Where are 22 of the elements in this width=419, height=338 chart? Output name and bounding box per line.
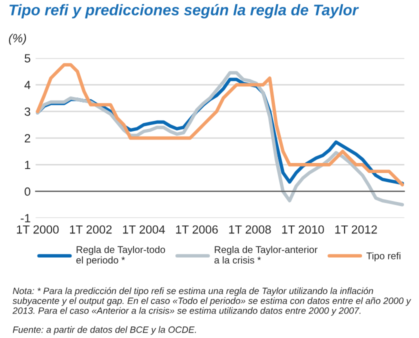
y-tick-label: -1 xyxy=(20,214,30,222)
x-tick-label: 1T 2010 xyxy=(282,225,324,234)
x-tick-label: 1T 2012 xyxy=(335,225,377,234)
source-note: Fuente: a partir de datos del BCE y la OCDE. xyxy=(12,326,196,335)
x-tick-label: 1T 2002 xyxy=(70,225,112,234)
y-tick-label: 2 xyxy=(24,134,30,142)
legend-label: Regla de Taylor-anterior a la crisis * xyxy=(214,246,318,264)
y-tick-label: 5 xyxy=(24,54,30,63)
x-tick-label: 1T 2004 xyxy=(123,225,165,234)
x-tick-label: 1T 2008 xyxy=(229,225,271,234)
y-tick-label: 0 xyxy=(24,187,30,196)
x-tick-label: 1T 2006 xyxy=(176,225,218,234)
line-series xyxy=(36,71,404,206)
x-tick-label: 1T 2000 xyxy=(16,225,59,234)
chart-title: Tipo refi y predicciones según la regla de Taylor xyxy=(9,4,359,18)
legend-label: Regla de Taylor-todo el periodo * xyxy=(76,246,166,266)
y-tick-label: 1 xyxy=(25,160,30,169)
y-axis-title: (%) xyxy=(8,34,26,45)
legend-label: Tipo refi xyxy=(366,252,400,262)
y-tick-label: 3 xyxy=(24,107,30,116)
y-tick-label: 4 xyxy=(24,80,30,90)
text: Nota: * Para la predicción del tipo refi se estima una regla de Taylor utilizando la inflación subyacente y el output gap. En el caso «Todo el periodo» se estima con datos entre el año 2000 y 2013. Para el caso «Anterior a la crisis» se estima utilizando datos entre 2000 y 2007. xyxy=(12,287,412,316)
